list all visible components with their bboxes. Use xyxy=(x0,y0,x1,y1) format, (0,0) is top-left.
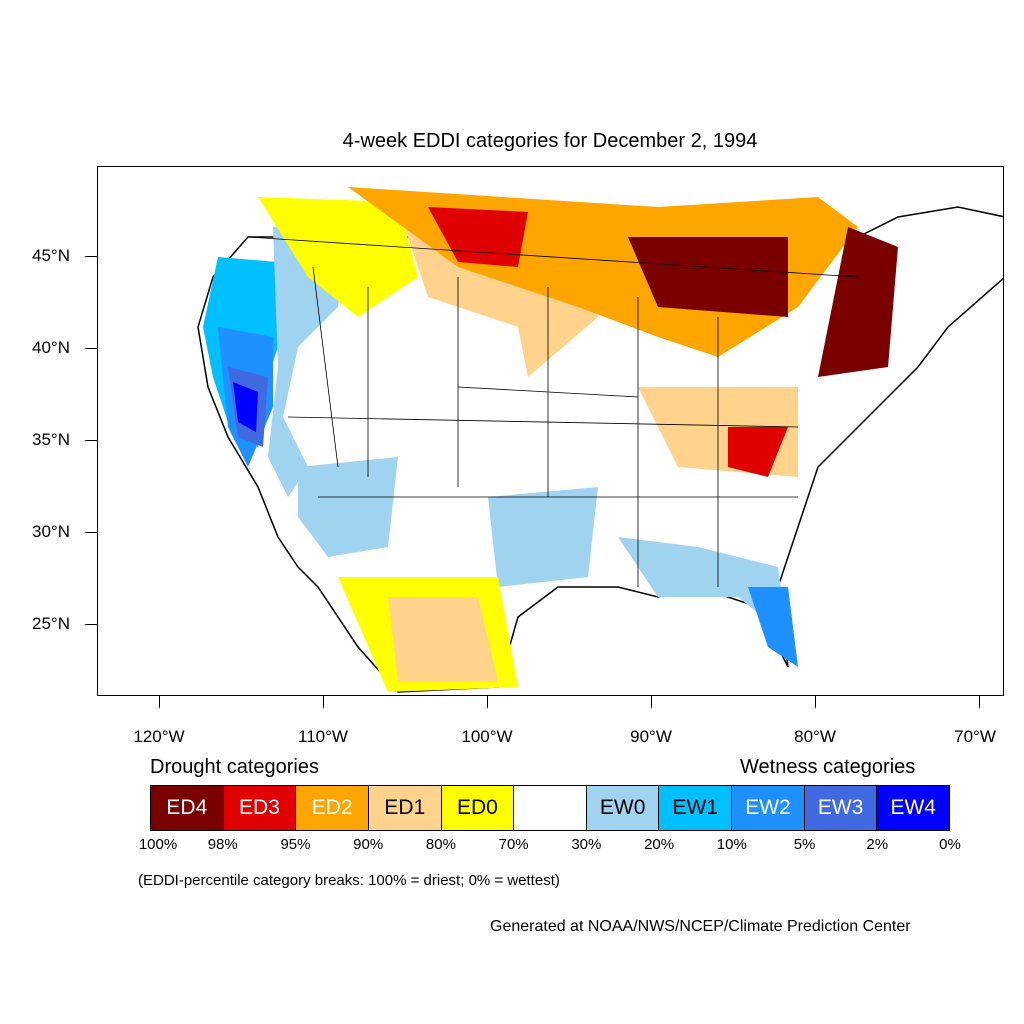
lon-label-120: 120°W xyxy=(133,727,185,746)
map-frame xyxy=(97,166,1004,696)
legend-cell-ed1: ED1 xyxy=(367,785,442,831)
lat-tick xyxy=(85,256,97,257)
legend-break-label: 70% xyxy=(498,836,529,853)
lat-label-35: 35°N xyxy=(32,430,70,449)
lon-label-90: 90°W xyxy=(630,727,672,746)
credit-line: Generated at NOAA/NWS/NCEP/Climate Predi… xyxy=(490,918,911,935)
drought-heading: Drought categories xyxy=(150,756,319,778)
lon-tick xyxy=(815,696,816,708)
legend-break-label: 2% xyxy=(866,836,889,853)
lon-tick xyxy=(651,696,652,708)
northern-plains-drought-ed0 xyxy=(258,197,418,317)
lat-label-30: 30°N xyxy=(32,522,70,541)
california-wet-ew4 xyxy=(233,382,258,432)
north-drought-ed3 xyxy=(428,207,528,267)
legend-cell-ew1: EW1 xyxy=(658,785,733,831)
legend-cell-ew0: EW0 xyxy=(585,785,660,831)
florida-wet-ew1 xyxy=(748,587,798,667)
gulf-wet-ew0 xyxy=(618,537,788,637)
legend-cell-ed3: ED3 xyxy=(222,785,297,831)
map-title: 4-week EDDI categories for December 2, 1… xyxy=(342,130,758,152)
south-texas-drought-ed1 xyxy=(388,597,498,682)
appalachia-drought-ed3 xyxy=(728,427,788,477)
texas-wet-ew0 xyxy=(488,487,598,587)
lat-tick xyxy=(85,348,97,349)
legend-break-label: 0% xyxy=(939,836,961,853)
legend-cell-ew2: EW2 xyxy=(731,785,805,831)
lon-label-110: 110°W xyxy=(298,727,348,746)
legend-break-label: 80% xyxy=(425,836,456,853)
southwest-wet-ew0 xyxy=(298,457,398,557)
lon-label-100: 100°W xyxy=(461,727,513,746)
legend-note: (EDDI-percentile category breaks: 100% =… xyxy=(138,872,560,889)
legend-break-label: 95% xyxy=(280,836,311,853)
state-boundaries xyxy=(247,236,859,587)
lat-label-25: 25°N xyxy=(32,614,70,633)
legend-cell-ew3: EW3 xyxy=(803,785,878,831)
lat-tick xyxy=(85,532,97,533)
legend-colorbar: ED4 ED3 ED2 ED1 ED0 EW0 EW1 EW2 EW3 EW4 xyxy=(150,785,951,831)
legend-cell-ed2: ED2 xyxy=(295,785,369,831)
lon-tick xyxy=(323,696,324,708)
legend-break-label: 98% xyxy=(207,836,238,853)
northeast-drought-ed4 xyxy=(818,227,898,377)
lat-tick xyxy=(85,440,97,441)
lat-label-40: 40°N xyxy=(32,338,70,357)
lon-tick xyxy=(979,696,980,708)
legend-break-label: 90% xyxy=(353,836,384,853)
legend-break-label: 100% xyxy=(138,836,178,853)
lon-tick xyxy=(159,696,160,708)
legend-cell-ed0: ED0 xyxy=(440,785,515,831)
legend-break-label: 20% xyxy=(644,836,675,853)
eddi-map xyxy=(197,187,1003,693)
northwest-wet-ew0 xyxy=(268,227,348,497)
lon-label-70: 70°W xyxy=(954,727,996,746)
legend-cell-ed4: ED4 xyxy=(150,785,224,831)
legend-cell-normal xyxy=(513,785,587,831)
wetness-heading: Wetness categories xyxy=(740,756,916,778)
lat-label-45: 45°N xyxy=(32,246,70,265)
legend-break-label: 5% xyxy=(793,836,816,853)
lon-tick xyxy=(487,696,488,708)
lon-label-80: 80°W xyxy=(794,727,836,746)
lat-tick xyxy=(85,624,97,625)
legend-break-label: 10% xyxy=(716,836,747,853)
legend-break-label: 30% xyxy=(571,836,602,853)
legend-cell-ew4: EW4 xyxy=(876,785,951,831)
great-lakes-drought-ed4 xyxy=(628,237,788,317)
